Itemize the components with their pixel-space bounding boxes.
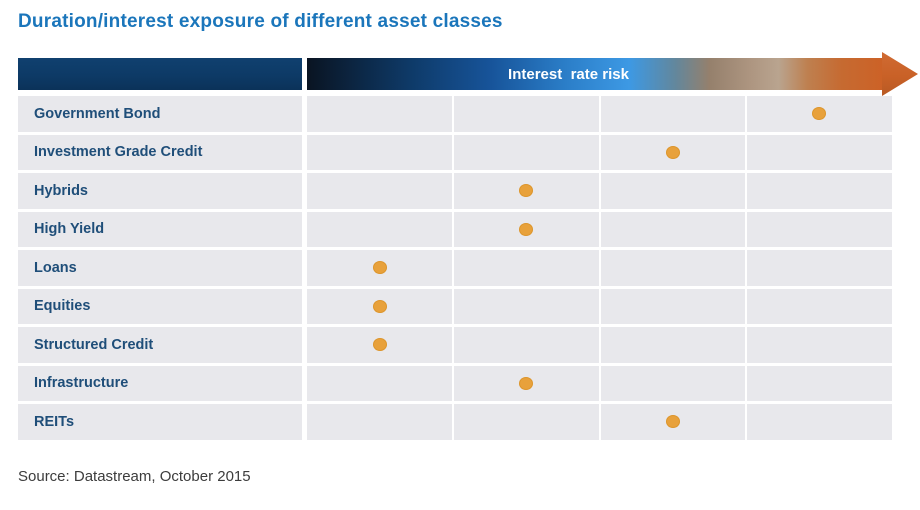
table-row: Hybrids (18, 173, 892, 209)
risk-dot (519, 222, 534, 236)
table-row: Loans (18, 250, 892, 286)
risk-column-3 (600, 365, 746, 401)
risk-dot (373, 261, 388, 275)
risk-column-4 (747, 211, 892, 247)
asset-label: Equities (18, 288, 302, 324)
table-row: Infrastructure (18, 365, 892, 401)
risk-strip (307, 404, 892, 440)
risk-dot (519, 376, 534, 390)
table-row: Government Bond (18, 96, 892, 132)
risk-column-2 (453, 96, 599, 132)
risk-column-4 (747, 288, 892, 324)
risk-column-3 (600, 211, 746, 247)
asset-label: REITs (18, 404, 302, 440)
table-row: High Yield (18, 211, 892, 247)
arrow-right-icon (882, 52, 918, 96)
risk-column-2 (453, 134, 599, 170)
risk-strip (307, 288, 892, 324)
risk-column-2 (453, 250, 599, 286)
risk-column-1 (307, 404, 452, 440)
risk-dot (665, 415, 680, 429)
risk-strip (307, 327, 892, 363)
risk-column-2 (453, 404, 599, 440)
risk-column-4 (747, 250, 892, 286)
page-title: Duration/interest exposure of different … (18, 11, 503, 32)
risk-dot (811, 107, 826, 121)
risk-dot (665, 145, 680, 159)
risk-column-4 (747, 134, 892, 170)
risk-gradient-bar: Interest rate risk (307, 58, 882, 90)
risk-column-1 (307, 173, 452, 209)
table-row: Equities (18, 288, 892, 324)
risk-column-2 (453, 327, 599, 363)
risk-strip (307, 365, 892, 401)
risk-column-3 (600, 288, 746, 324)
header-label-block (18, 58, 302, 90)
risk-strip (307, 96, 892, 132)
risk-column-1 (307, 134, 452, 170)
risk-column-4 (747, 404, 892, 440)
asset-label: Government Bond (18, 96, 302, 132)
risk-column-1 (307, 211, 452, 247)
risk-bar-label: Interest rate risk (508, 65, 629, 83)
risk-column-1 (307, 365, 452, 401)
asset-label: Hybrids (18, 173, 302, 209)
table-row: Investment Grade Credit (18, 134, 892, 170)
risk-column-3 (600, 327, 746, 363)
risk-column-4 (747, 173, 892, 209)
table-row: REITs (18, 404, 892, 440)
table-row: Structured Credit (18, 327, 892, 363)
asset-label: Infrastructure (18, 365, 302, 401)
risk-dot (373, 338, 388, 352)
risk-column-2 (453, 288, 599, 324)
risk-column-4 (747, 327, 892, 363)
risk-column-1 (307, 96, 452, 132)
risk-strip (307, 250, 892, 286)
asset-label: High Yield (18, 211, 302, 247)
asset-label: Investment Grade Credit (18, 134, 302, 170)
risk-column-4 (747, 365, 892, 401)
risk-dot (519, 184, 534, 198)
risk-strip (307, 211, 892, 247)
risk-dot (373, 299, 388, 313)
source-note: Source: Datastream, October 2015 (18, 468, 251, 485)
risk-column-3 (600, 173, 746, 209)
risk-strip (307, 173, 892, 209)
asset-rows: Government Bond Investment Grade Credit … (18, 96, 892, 443)
risk-strip (307, 134, 892, 170)
risk-column-3 (600, 96, 746, 132)
asset-label: Structured Credit (18, 327, 302, 363)
asset-label: Loans (18, 250, 302, 286)
risk-column-3 (600, 250, 746, 286)
